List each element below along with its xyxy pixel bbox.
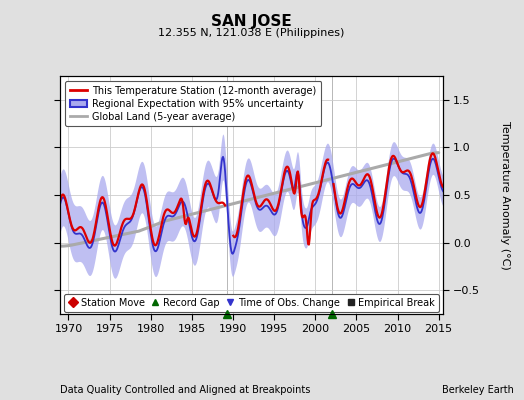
Y-axis label: Temperature Anomaly (°C): Temperature Anomaly (°C) — [500, 121, 510, 269]
Text: Data Quality Controlled and Aligned at Breakpoints: Data Quality Controlled and Aligned at B… — [60, 385, 311, 395]
Text: 12.355 N, 121.038 E (Philippines): 12.355 N, 121.038 E (Philippines) — [158, 28, 345, 38]
Legend: Station Move, Record Gap, Time of Obs. Change, Empirical Break: Station Move, Record Gap, Time of Obs. C… — [64, 294, 439, 312]
Text: Berkeley Earth: Berkeley Earth — [442, 385, 514, 395]
Text: SAN JOSE: SAN JOSE — [211, 14, 292, 29]
